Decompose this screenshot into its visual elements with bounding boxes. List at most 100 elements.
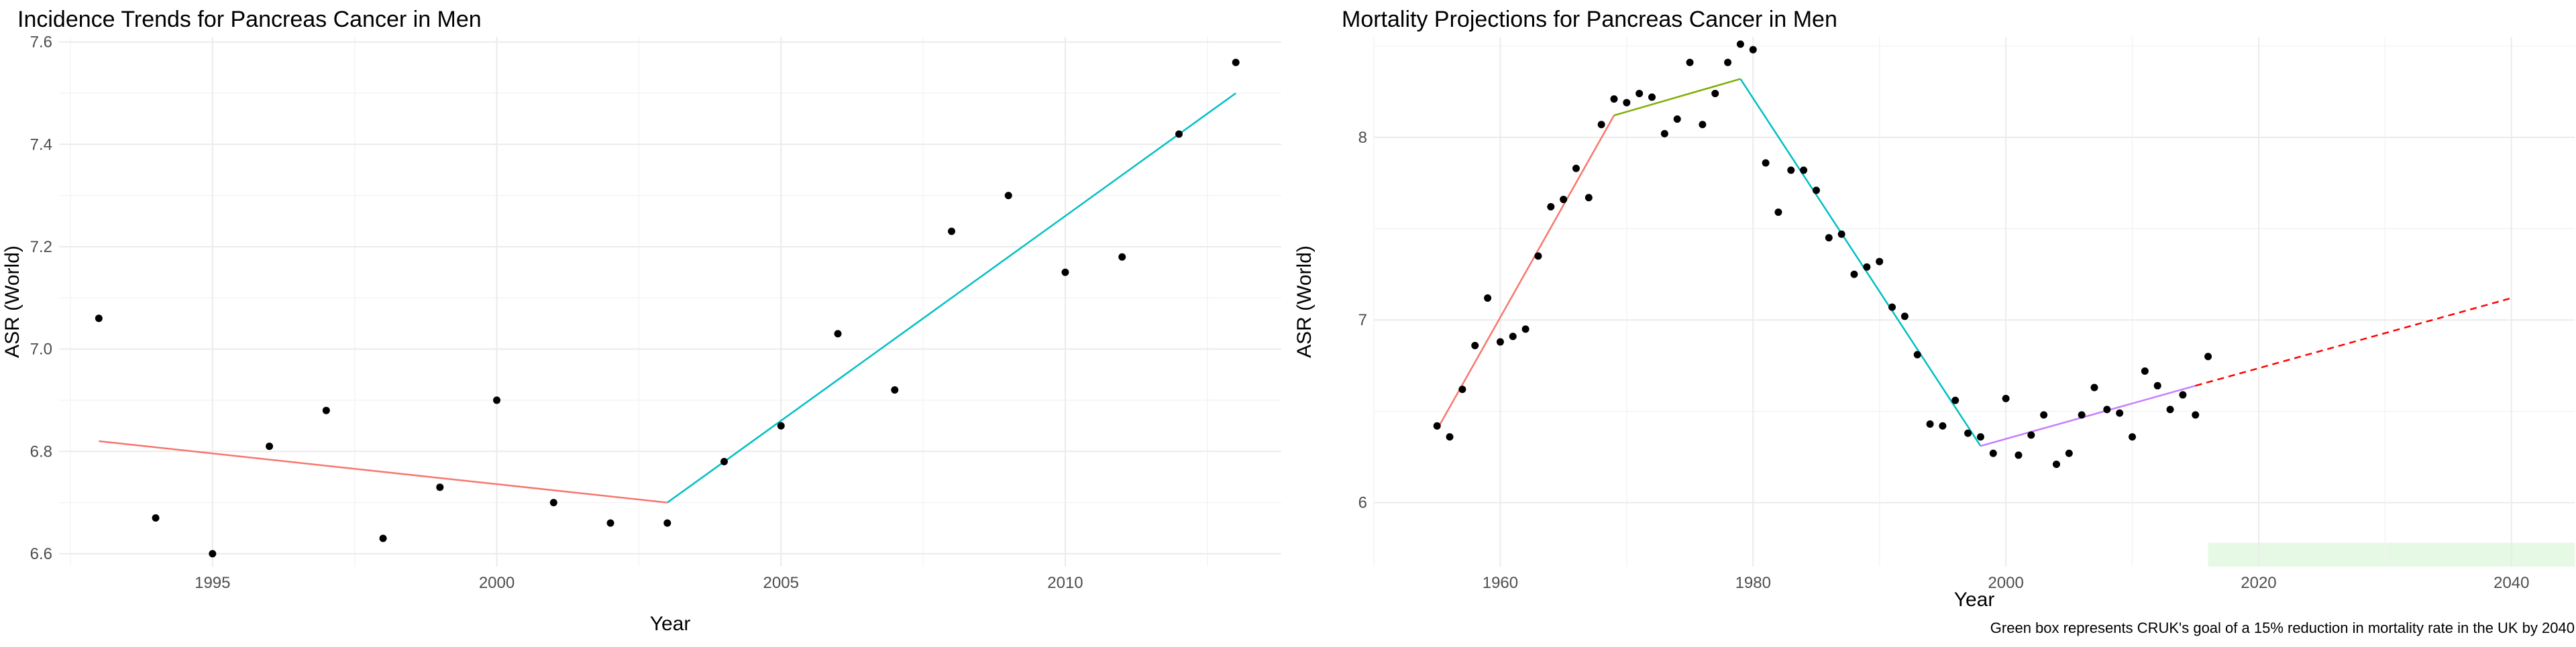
data-point — [1964, 429, 1972, 437]
data-point — [1673, 115, 1681, 123]
data-point — [1585, 194, 1593, 202]
data-point — [322, 406, 330, 414]
chart-caption: Green box represents CRUK's goal of a 15… — [1990, 620, 2575, 636]
data-point — [1458, 386, 1466, 394]
data-point — [834, 330, 842, 338]
data-point — [777, 422, 785, 430]
data-point — [1560, 195, 1568, 203]
data-point — [1800, 166, 1808, 174]
data-point — [1623, 99, 1631, 107]
data-point — [2002, 394, 2010, 402]
x-tick-label: 1980 — [1735, 574, 1771, 592]
data-point — [1724, 58, 1732, 66]
trend-line-segment — [667, 92, 1236, 504]
data-point — [1433, 422, 1441, 430]
data-point — [379, 534, 387, 542]
data-point — [2040, 411, 2048, 419]
data-point — [947, 227, 955, 235]
goal-box — [2208, 542, 2575, 567]
data-point — [2204, 353, 2212, 361]
y-tick-label: 7.6 — [30, 34, 52, 52]
data-point — [1939, 422, 1947, 430]
y-tick-label: 6 — [1358, 494, 1367, 512]
data-point — [436, 483, 444, 491]
data-point — [1547, 202, 1555, 211]
data-point — [1926, 420, 1934, 428]
x-tick-label: 2000 — [1988, 574, 2023, 592]
data-point — [663, 519, 672, 527]
y-axis-label: ASR (World) — [1, 245, 23, 358]
data-point — [1762, 159, 1770, 167]
y-tick-label: 8 — [1358, 129, 1367, 147]
data-point — [1521, 325, 1529, 333]
data-point — [1635, 89, 1644, 97]
x-tick-label: 2010 — [1047, 574, 1083, 592]
data-point — [1484, 294, 1492, 302]
projection-line — [2195, 297, 2512, 387]
data-point — [1825, 234, 1833, 242]
data-point — [1446, 433, 1454, 441]
data-point — [2052, 460, 2060, 468]
y-tick-label: 7.0 — [30, 341, 52, 359]
data-point — [2166, 406, 2174, 414]
data-point — [2103, 406, 2111, 414]
data-point — [1812, 186, 1820, 194]
data-point — [1900, 312, 1909, 320]
y-tick-label: 6.8 — [30, 443, 52, 461]
data-point — [1232, 58, 1240, 66]
data-point — [95, 314, 103, 322]
data-point — [1004, 192, 1012, 200]
data-point — [1989, 449, 1997, 457]
data-point — [1686, 58, 1694, 66]
trend-line-segment — [1980, 385, 2196, 447]
data-point — [1774, 209, 1782, 217]
y-tick-label: 7.4 — [30, 135, 52, 154]
data-point — [2141, 367, 2149, 375]
data-point — [2027, 431, 2035, 439]
trend-line-segment — [1613, 78, 1741, 117]
grid — [1373, 37, 2575, 567]
x-tick-label: 1995 — [195, 574, 230, 592]
data-point — [1509, 333, 1517, 341]
data-point — [493, 396, 501, 404]
data-point — [1610, 95, 1618, 103]
data-point — [549, 499, 557, 507]
x-tick-label: 2040 — [2493, 574, 2529, 592]
incidence-chart: 1995 2000 2005 2010 6.6 6.8 7.0 7.2 7.4 7.6 Incide… — [1, 7, 1281, 635]
data-point — [1951, 396, 1960, 404]
data-point — [1175, 130, 1183, 138]
data-point — [891, 386, 899, 394]
data-point — [1118, 253, 1126, 261]
data-point — [1660, 129, 1668, 137]
data-point — [209, 550, 217, 558]
data-point — [1736, 40, 1744, 48]
x-tick-label: 2020 — [2241, 574, 2276, 592]
data-point — [266, 443, 274, 451]
data-point — [2065, 449, 2073, 457]
x-axis-label: Year — [1954, 589, 1995, 611]
data-point — [152, 514, 160, 522]
data-point — [1837, 230, 1845, 238]
data-point — [2090, 384, 2098, 392]
data-point — [2129, 433, 2137, 441]
data-point — [2192, 411, 2200, 419]
x-tick-label: 2000 — [479, 574, 515, 592]
y-tick-label: 6.6 — [30, 545, 52, 563]
data-point — [2116, 409, 2124, 417]
data-point — [1534, 252, 1542, 260]
data-point — [2015, 451, 2023, 459]
x-tick-label: 1960 — [1483, 574, 1518, 592]
data-point — [606, 519, 614, 527]
data-point — [1888, 303, 1896, 311]
data-point — [1471, 341, 1479, 349]
trend-line-segment — [1436, 115, 1615, 430]
data-point — [1648, 93, 1656, 101]
data-point — [1913, 351, 1921, 359]
data-point — [1496, 338, 1504, 346]
y-tick-label: 7 — [1358, 311, 1367, 329]
x-tick-label: 2005 — [763, 574, 799, 592]
chart-title: Incidence Trends for Pancreas Cancer in … — [17, 7, 482, 32]
data-point — [1711, 89, 1719, 97]
y-tick-label: 7.2 — [30, 238, 52, 256]
